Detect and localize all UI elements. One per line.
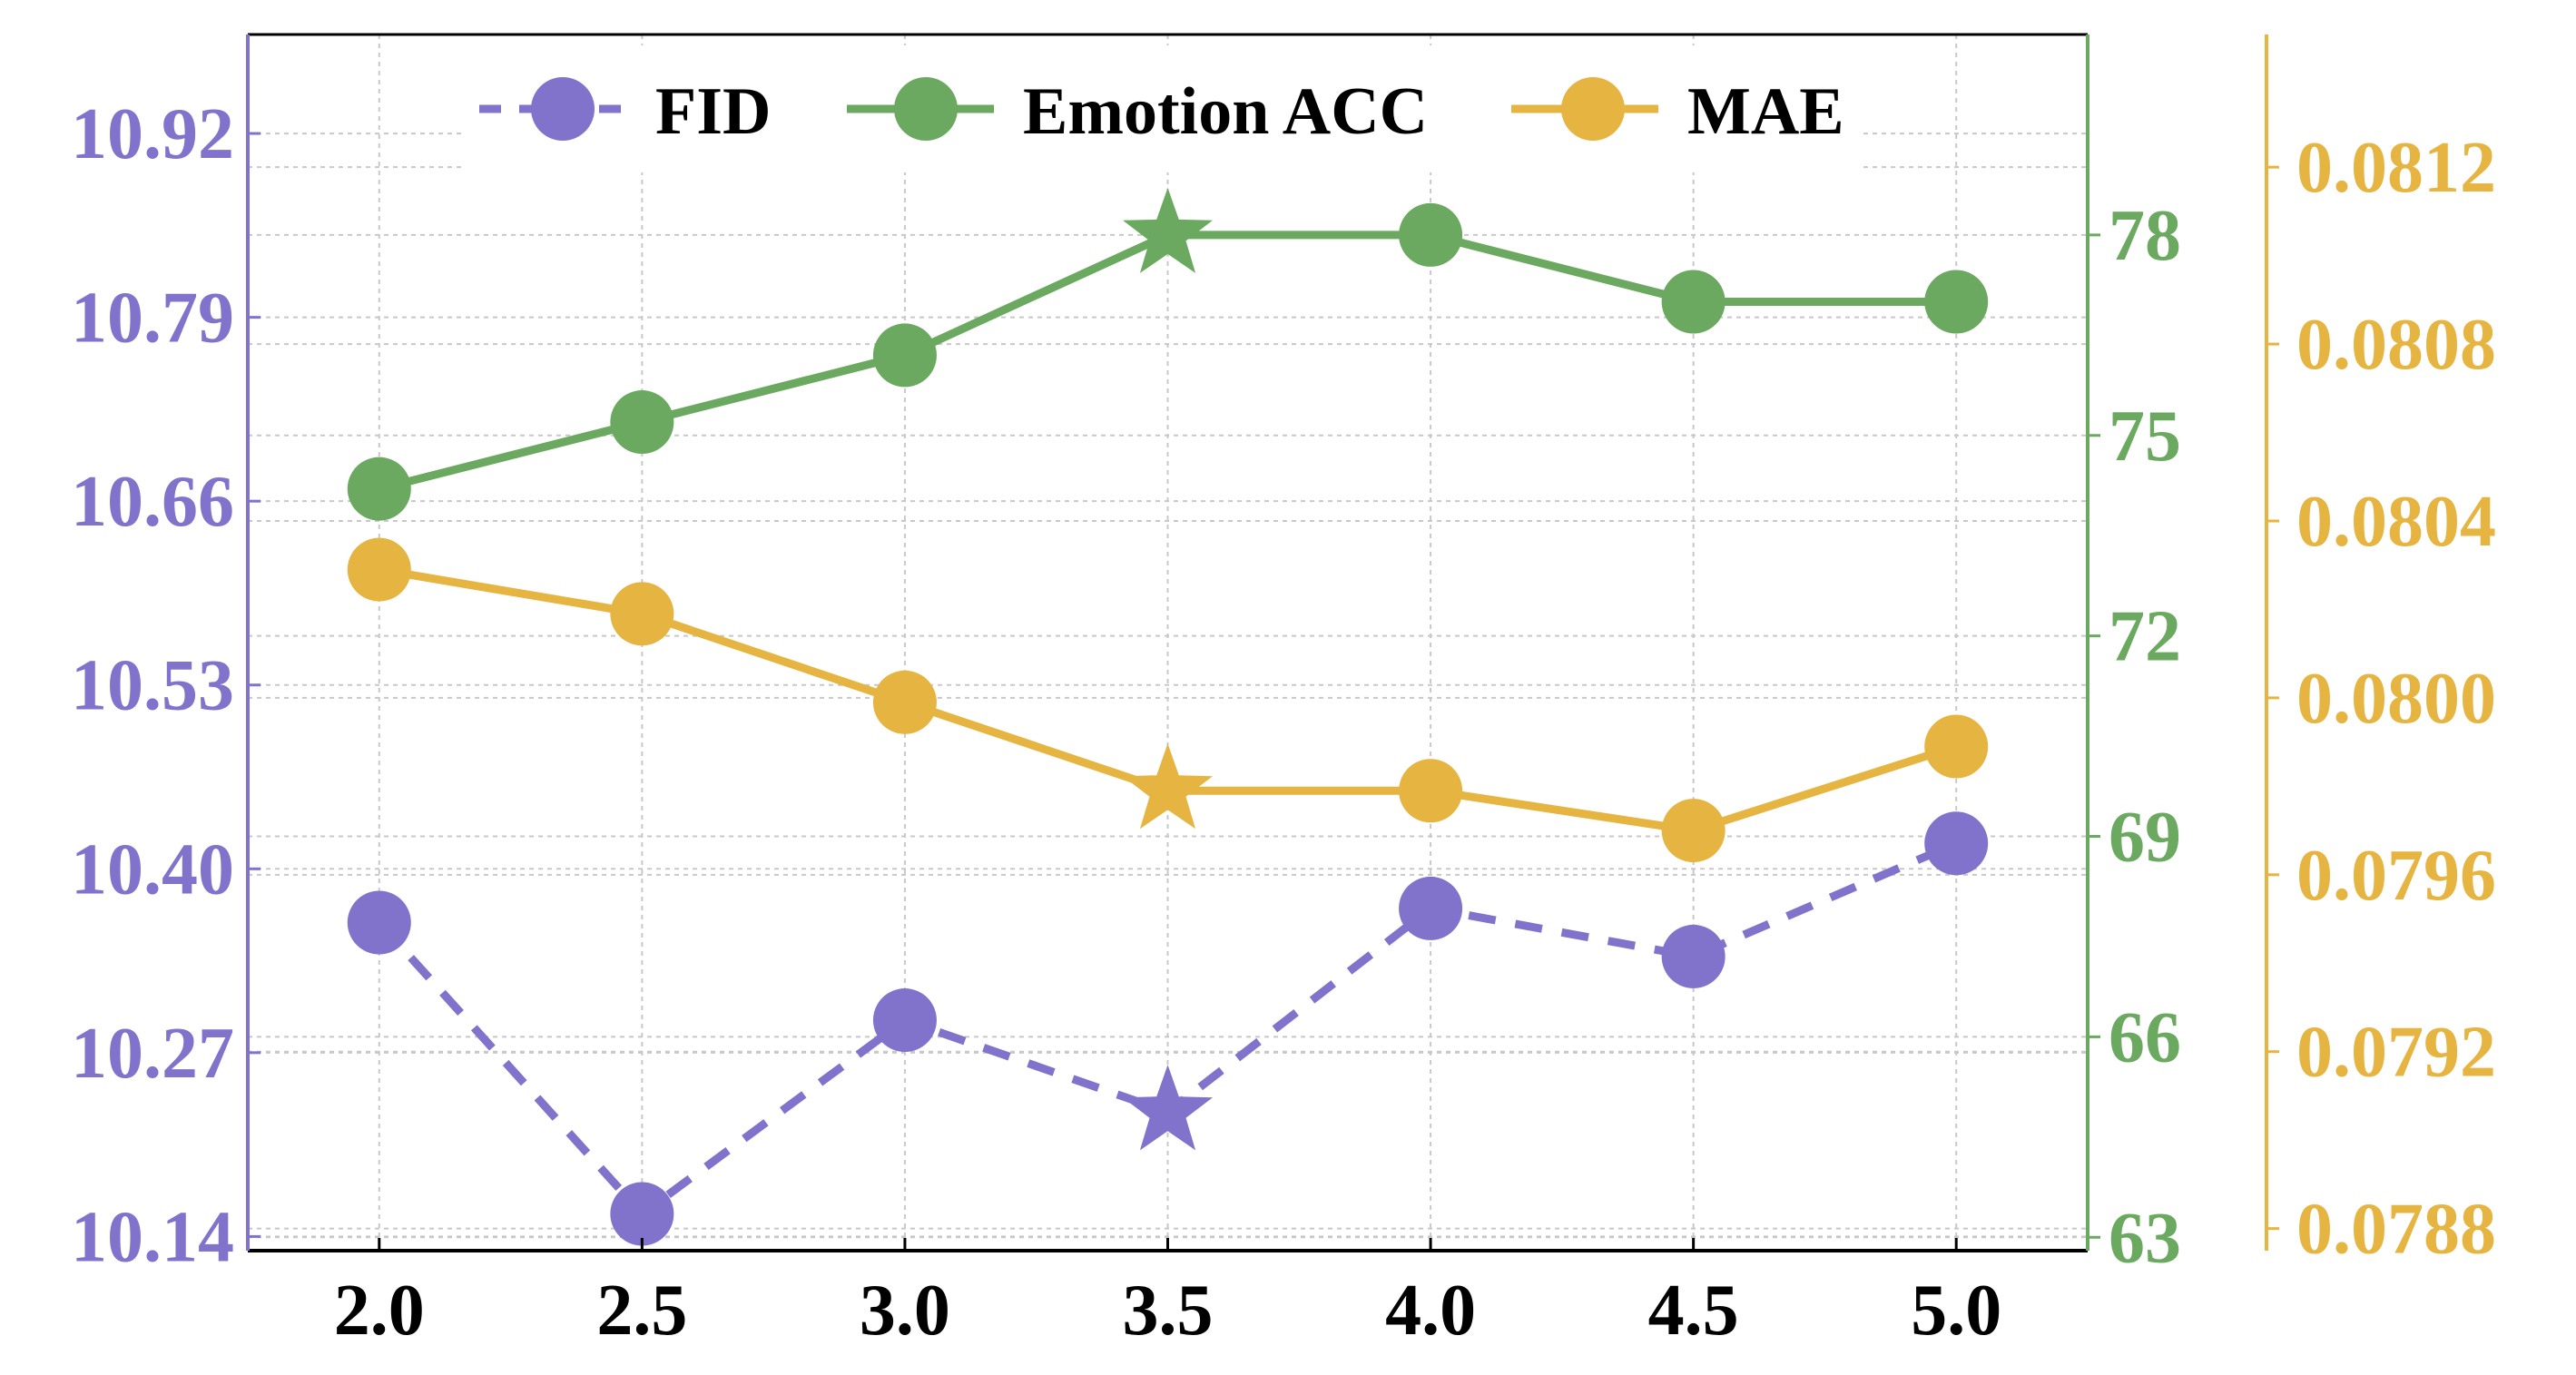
mae-y-tick-label: 0.0792: [2296, 1013, 2496, 1093]
legend-label-fid: FID: [655, 74, 771, 149]
x-tick-label: 3.0: [860, 1271, 950, 1350]
emotion-y-tick-label: 69: [2109, 798, 2181, 878]
mae-y-tick-label: 0.0804: [2296, 482, 2496, 562]
legend-marker-fid: [531, 77, 595, 141]
fid-data-point: [347, 890, 411, 955]
x-tick-label: 5.0: [1911, 1271, 2001, 1350]
emotion-acc-best-star-marker: [1123, 187, 1213, 273]
left-y-tick-label: 10.40: [71, 830, 234, 909]
x-tick-label: 2.5: [596, 1271, 687, 1350]
x-tick-label: 3.5: [1123, 1271, 1214, 1350]
legend-label-mae: MAE: [1687, 74, 1844, 149]
x-tick-label: 2.0: [334, 1271, 425, 1350]
emotion-acc-data-point: [1399, 202, 1463, 267]
mae-y-tick-label: 0.0788: [2296, 1190, 2496, 1270]
left-y-tick-label: 10.66: [71, 462, 234, 542]
left-y-tick-label: 10.27: [71, 1014, 234, 1094]
mae-y-tick-label: 0.0796: [2296, 836, 2496, 916]
fid-data-point: [872, 988, 937, 1053]
emotion-acc-data-point: [1924, 270, 1989, 334]
emotion-acc-data-point: [1661, 270, 1726, 334]
series-layer: [347, 187, 1989, 1246]
axes-layer: 2.0 2.5 3.0 3.5 4.0 4.5 5.0 10.14 10.27 10.40 10.5…: [71, 33, 2496, 1350]
mae-y-tick-label: 0.0812: [2296, 128, 2496, 208]
emotion-acc-data-point: [347, 457, 411, 521]
mae-best-star-marker: [1123, 743, 1213, 830]
left-y-tick-label: 10.14: [71, 1197, 234, 1277]
mae-data-point: [1399, 759, 1463, 823]
mae-y-tick-label: 0.0800: [2296, 659, 2496, 739]
mae-data-point: [347, 537, 411, 602]
mae-y-tick-label: 0.0808: [2296, 305, 2496, 385]
emotion-acc-data-point: [610, 390, 674, 455]
fid-best-star-marker: [1123, 1065, 1213, 1151]
emotion-y-tick-label: 63: [2109, 1198, 2181, 1278]
emotion-acc-data-point: [872, 323, 937, 388]
legend: FID Emotion ACC MAE: [463, 45, 1861, 172]
x-tick-label: 4.5: [1648, 1271, 1739, 1350]
emotion-y-tick-label: 72: [2109, 597, 2181, 677]
fid-data-point: [1399, 876, 1463, 940]
emotion-y-tick-label: 78: [2109, 196, 2181, 276]
legend-marker-mae: [1561, 77, 1625, 141]
mae-data-point: [1661, 799, 1726, 863]
legend-label-emotion-acc: Emotion ACC: [1023, 74, 1428, 149]
mae-data-point: [872, 670, 937, 734]
left-y-tick-label: 10.92: [71, 94, 234, 174]
fid-data-point: [610, 1182, 674, 1246]
left-y-tick-label: 10.79: [71, 279, 234, 358]
emotion-y-tick-label: 66: [2109, 997, 2181, 1077]
mae-data-point: [1924, 714, 1989, 779]
fid-data-point: [1661, 924, 1726, 988]
fid-data-point: [1924, 811, 1989, 876]
left-y-tick-label: 10.53: [71, 646, 234, 726]
x-tick-label: 4.0: [1385, 1271, 1476, 1350]
mae-data-point: [610, 582, 674, 646]
emotion-y-tick-label: 75: [2109, 397, 2181, 476]
legend-marker-emotion-acc: [894, 77, 958, 141]
